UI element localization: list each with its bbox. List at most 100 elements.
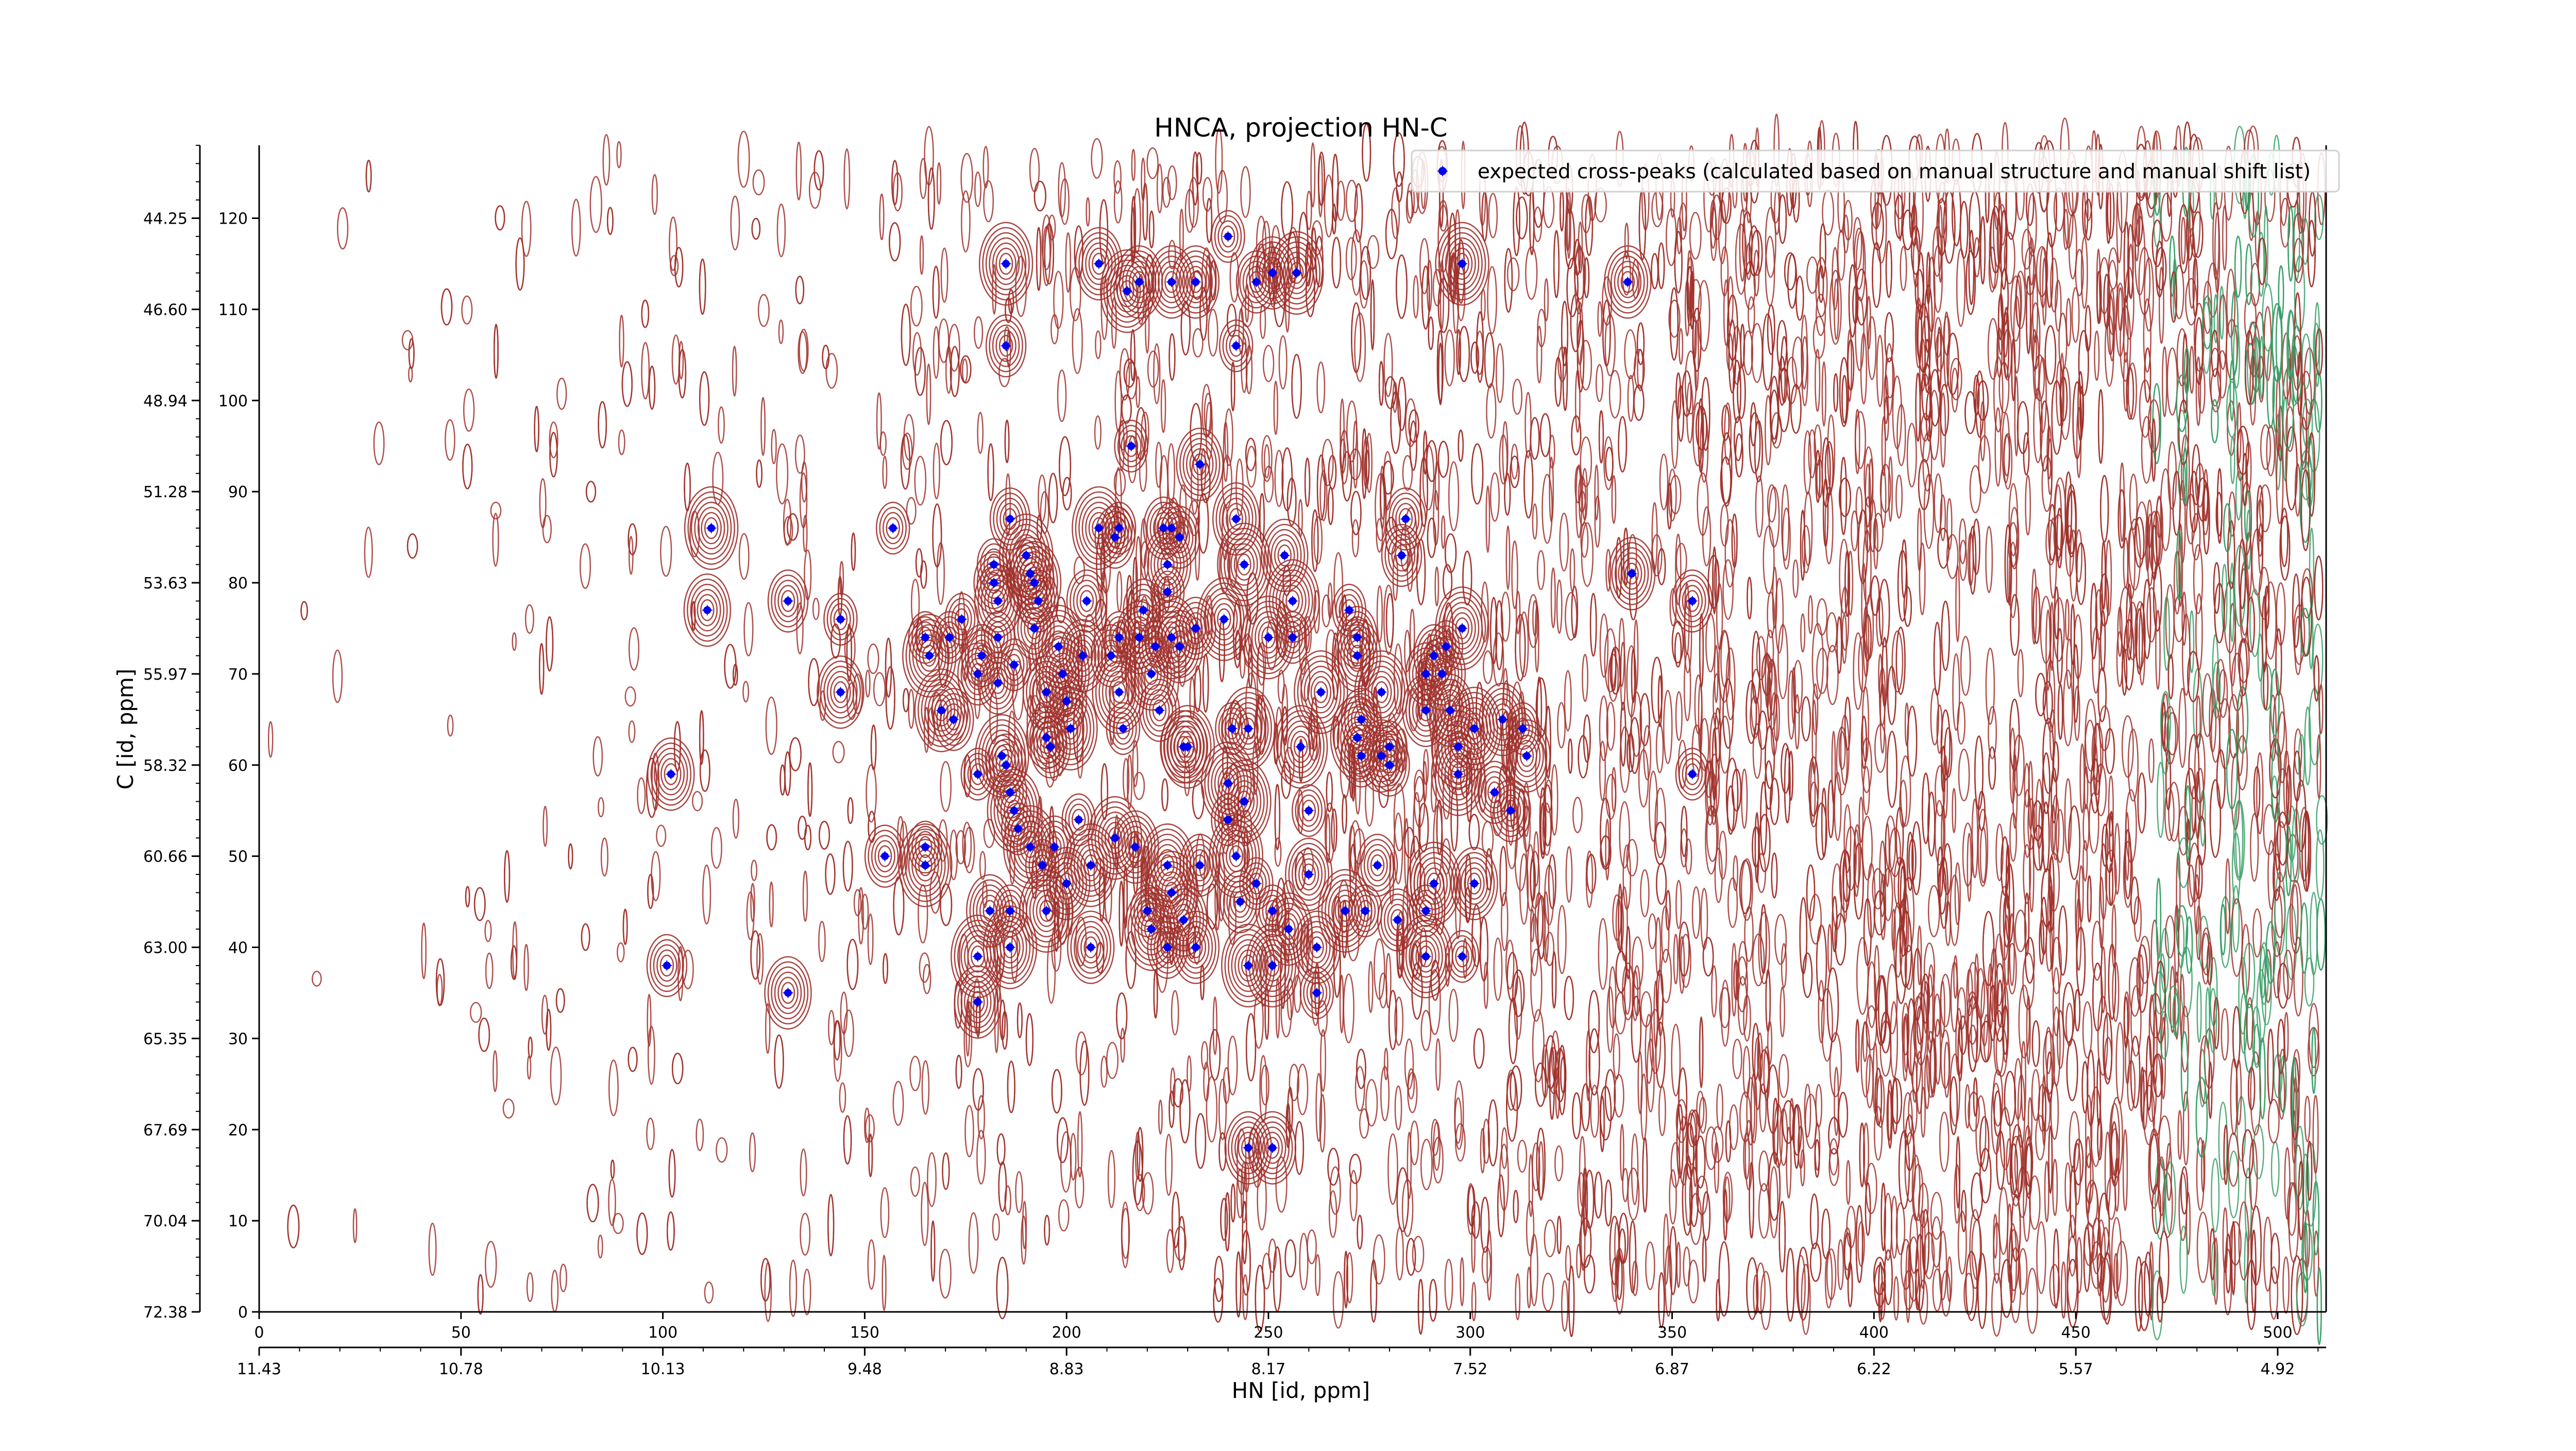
noise-contour bbox=[2074, 989, 2081, 1032]
noise-contour bbox=[1702, 937, 1714, 977]
noise-contour bbox=[549, 421, 558, 459]
peak-contour bbox=[1056, 867, 1077, 900]
noise-contour bbox=[1074, 225, 1083, 278]
peak-contour bbox=[1420, 862, 1448, 905]
noise-contour bbox=[979, 851, 986, 880]
noise-contour bbox=[1594, 495, 1601, 548]
peak-contour bbox=[1028, 585, 1049, 617]
noise-contour bbox=[2081, 1061, 2089, 1113]
noise-contour bbox=[1853, 217, 1862, 271]
noise-contour bbox=[2099, 573, 2109, 627]
noise-contour bbox=[2182, 1091, 2190, 1166]
noise-contour bbox=[678, 349, 687, 399]
peak-contour bbox=[1427, 872, 1442, 895]
noise-contour bbox=[1033, 180, 1046, 212]
peak-contour bbox=[1685, 590, 1700, 612]
noise-contour bbox=[1437, 278, 1450, 333]
noise-contour bbox=[1719, 987, 1731, 1028]
peak-contour bbox=[1607, 250, 1649, 314]
peak-contour bbox=[1101, 516, 1129, 559]
noise-contour bbox=[473, 887, 486, 921]
noise-contour bbox=[1737, 366, 1746, 419]
peak-contour bbox=[1279, 616, 1307, 659]
peak-contour bbox=[1423, 867, 1445, 900]
peak-contour bbox=[1179, 834, 1221, 897]
peak-contour bbox=[1286, 726, 1315, 768]
noise-contour bbox=[2156, 878, 2162, 959]
noise-contour bbox=[1588, 990, 1600, 1054]
noise-contour bbox=[1004, 326, 1010, 352]
noise-contour bbox=[2280, 508, 2289, 567]
noise-contour bbox=[1657, 242, 1665, 290]
peak-contour bbox=[1611, 542, 1652, 605]
noise-contour bbox=[1633, 384, 1645, 421]
noise-contour bbox=[1192, 328, 1204, 358]
peak-contour bbox=[1614, 261, 1642, 303]
peak-contour bbox=[933, 688, 974, 751]
noise-contour bbox=[2282, 367, 2294, 449]
noise-contour bbox=[1121, 1201, 1130, 1269]
noise-contour bbox=[2275, 414, 2281, 491]
noise-contour bbox=[556, 377, 567, 410]
noise-contour bbox=[1983, 1014, 1990, 1062]
peak-contour bbox=[1364, 666, 1399, 719]
peak-contour bbox=[1493, 784, 1528, 837]
noise-contour bbox=[1803, 430, 1812, 495]
noise-contour bbox=[940, 247, 948, 303]
peak-contour bbox=[1189, 448, 1211, 481]
noise-contour bbox=[1689, 1167, 1699, 1227]
peak-contour bbox=[1261, 626, 1276, 649]
noise-contour bbox=[2231, 1221, 2236, 1295]
noise-contour bbox=[914, 455, 927, 506]
noise-contour bbox=[2134, 517, 2145, 568]
noise-contour bbox=[1121, 394, 1132, 424]
noise-contour bbox=[1756, 636, 1766, 681]
peak-contour bbox=[1222, 324, 1250, 367]
noise-contour bbox=[1881, 416, 1886, 477]
noise-contour bbox=[502, 1098, 515, 1119]
noise-contour bbox=[1296, 1064, 1309, 1116]
noise-contour bbox=[669, 216, 677, 272]
noise-contour bbox=[2048, 504, 2057, 561]
noise-contour bbox=[942, 1152, 950, 1190]
noise-contour bbox=[1781, 484, 1790, 561]
noise-contour bbox=[1731, 513, 1738, 568]
noise-contour bbox=[1699, 1016, 1704, 1089]
peak-contour bbox=[771, 575, 805, 628]
peak-contour bbox=[1497, 789, 1524, 832]
noise-contour bbox=[1588, 1028, 1600, 1096]
noise-contour bbox=[2144, 1252, 2153, 1317]
noise-contour bbox=[1812, 316, 1826, 359]
noise-contour bbox=[1778, 1054, 1789, 1098]
peak-contour bbox=[1270, 534, 1299, 577]
noise-contour bbox=[868, 1134, 873, 1177]
noise-contour bbox=[2192, 258, 2198, 317]
noise-contour bbox=[2044, 325, 2057, 385]
noise-contour bbox=[598, 797, 604, 818]
noise-contour bbox=[1364, 449, 1370, 483]
peak-contour bbox=[882, 512, 904, 545]
peak-contour bbox=[1506, 724, 1548, 788]
peak-contour bbox=[1073, 580, 1101, 622]
peak-contour bbox=[1046, 691, 1095, 766]
peak-contour bbox=[1004, 807, 1032, 850]
noise-contour bbox=[1349, 1170, 1358, 1222]
noise-contour bbox=[1905, 1244, 1911, 1323]
noise-contour bbox=[1720, 504, 1729, 547]
noise-contour bbox=[1853, 829, 1860, 898]
noise-contour bbox=[955, 1054, 962, 1089]
noise-contour bbox=[867, 913, 874, 965]
noise-contour bbox=[2042, 681, 2053, 724]
noise-contour bbox=[2090, 758, 2100, 814]
noise-contour bbox=[1699, 613, 1704, 688]
noise-contour bbox=[1818, 980, 1825, 1043]
noise-contour bbox=[1448, 461, 1460, 532]
noise-contour bbox=[1611, 475, 1617, 524]
noise-contour bbox=[2277, 963, 2289, 1009]
noise-contour bbox=[1907, 1236, 1920, 1302]
noise-contour bbox=[751, 217, 761, 240]
noise-contour bbox=[1376, 518, 1383, 553]
peak-contour bbox=[1285, 626, 1300, 649]
noise-contour bbox=[699, 749, 710, 792]
